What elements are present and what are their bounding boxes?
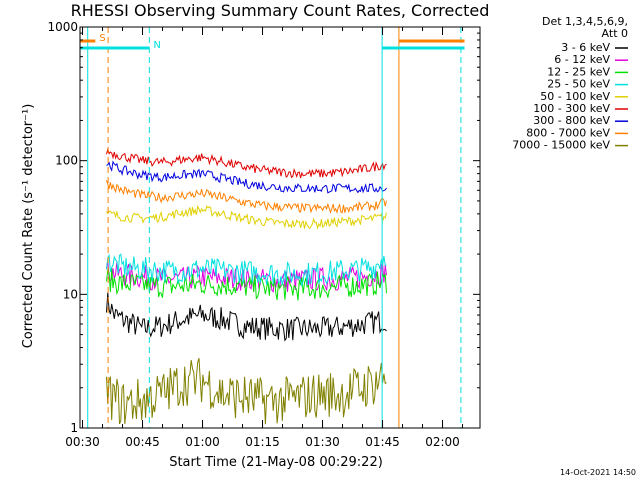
series-4-line xyxy=(106,253,387,288)
y-tick-label: 1000 xyxy=(47,20,78,34)
series-5-line xyxy=(106,205,387,230)
series-3-line xyxy=(106,267,387,301)
legend-label: 300 - 800 keV xyxy=(533,114,610,127)
y-tick-label: 1 xyxy=(70,421,78,435)
y-tick-label: 100 xyxy=(55,154,78,168)
marker-label-n: N xyxy=(153,40,160,51)
x-tick-label: 01:15 xyxy=(245,435,280,449)
series-1-line xyxy=(106,292,387,342)
x-axis-title: Start Time (21-May-08 00:29:22) xyxy=(169,455,383,470)
plot-frame xyxy=(79,26,481,429)
x-tick-label: 00:30 xyxy=(65,435,100,449)
legend-label: 6 - 12 keV xyxy=(554,53,610,66)
series-8-line xyxy=(106,180,387,215)
legend-label: 12 - 25 keV xyxy=(547,65,610,78)
marker-label-s: S xyxy=(99,33,105,44)
series-9-line xyxy=(106,357,387,425)
legend-label: 3 - 6 keV xyxy=(561,41,610,54)
series-6-line xyxy=(106,147,387,179)
legend-header-line: Det 1,3,4,5,6,9, xyxy=(542,15,628,28)
legend-label: 800 - 7000 keV xyxy=(526,126,610,139)
series-7-line xyxy=(106,160,387,194)
legend-header-line: Att 0 xyxy=(602,27,628,40)
timestamp: 14-Oct-2021 14:50 xyxy=(560,468,636,477)
legend-label: 100 - 300 keV xyxy=(533,102,610,115)
x-tick-label: 02:00 xyxy=(425,435,460,449)
legend-label: 25 - 50 keV xyxy=(547,78,610,91)
x-tick-label: 01:00 xyxy=(185,435,220,449)
chart-title: RHESSI Observing Summary Count Rates, Co… xyxy=(71,1,490,20)
x-tick-label: 01:45 xyxy=(365,435,400,449)
y-axis-title: Corrected Count Rate (s⁻¹ detector⁻¹) xyxy=(21,104,36,349)
y-tick-label: 10 xyxy=(63,287,78,301)
x-tick-label: 00:45 xyxy=(125,435,160,449)
x-tick-label: 01:30 xyxy=(305,435,340,449)
legend-label: 7000 - 15000 keV xyxy=(512,139,610,152)
legend-label: 50 - 100 keV xyxy=(540,90,610,103)
